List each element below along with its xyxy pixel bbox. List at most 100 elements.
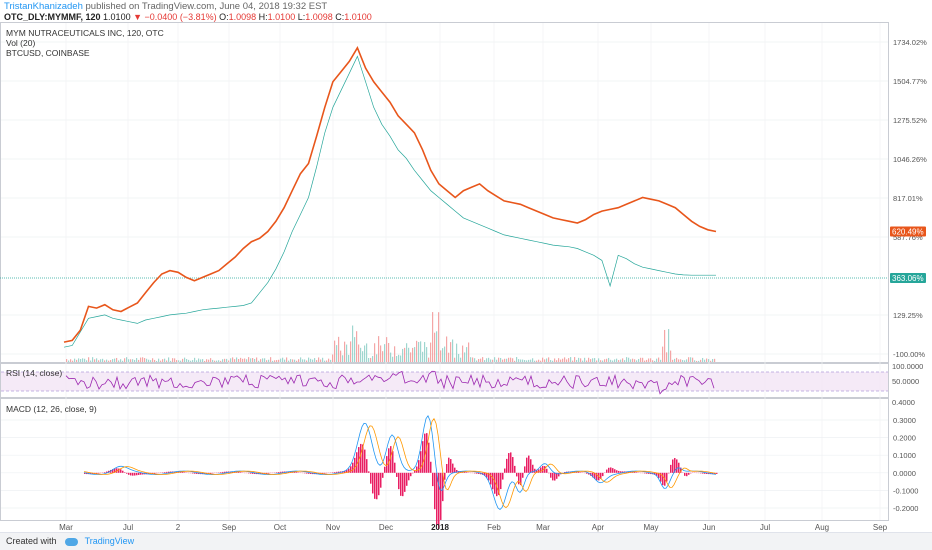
volume-bar xyxy=(504,358,506,362)
macd-hist-bar xyxy=(278,471,280,473)
macd-hist-bar xyxy=(130,472,132,476)
chart-area[interactable]: MYM NUTRACEUTICALS INC, 120, OTC Vol (20… xyxy=(0,22,932,537)
volume-bar xyxy=(352,325,354,362)
volume-bar xyxy=(470,357,472,362)
volume-bar xyxy=(686,359,688,362)
macd-hist-bar xyxy=(552,472,554,481)
open-label: O: xyxy=(219,12,229,22)
volume-bar xyxy=(246,359,248,362)
volume-bar xyxy=(222,359,224,362)
volume-bar xyxy=(512,358,514,362)
macd-hist-bar xyxy=(618,470,620,473)
volume-bar xyxy=(384,344,386,362)
volume-bar xyxy=(296,360,298,362)
volume-bar xyxy=(676,357,678,362)
volume-bar xyxy=(612,360,614,362)
main-tick-label: 587.76% xyxy=(893,233,923,242)
macd-hist-bar xyxy=(116,468,118,473)
volume-bar xyxy=(562,358,564,362)
volume-bar xyxy=(116,357,118,362)
volume-bar xyxy=(594,358,596,362)
macd-hist-bar xyxy=(670,464,672,473)
macd-hist-bar xyxy=(142,472,144,475)
volume-bar xyxy=(158,358,160,362)
macd-hist-bar xyxy=(576,471,578,473)
volume-bar xyxy=(582,360,584,362)
macd-hist-bar xyxy=(260,472,262,475)
volume-bar xyxy=(708,359,710,362)
volume-bar xyxy=(270,357,272,362)
volume-bar xyxy=(652,360,654,362)
macd-hist-bar xyxy=(346,470,348,473)
volume-bar xyxy=(428,357,430,362)
main-tick-label: 129.25% xyxy=(893,311,923,320)
macd-hist-bar xyxy=(478,472,480,474)
macd-hist-bar xyxy=(648,472,650,474)
down-arrow-icon: ▼ xyxy=(133,12,143,22)
volume-bar xyxy=(614,359,616,362)
volume-bar xyxy=(702,357,704,362)
volume-bar xyxy=(142,357,144,362)
mym-badge: 363.06% xyxy=(890,273,926,283)
volume-bar xyxy=(632,358,634,362)
legend-vol[interactable]: Vol (20) xyxy=(6,38,35,48)
volume-bar xyxy=(592,358,594,362)
price-chart[interactable]: MYM NUTRACEUTICALS INC, 120, OTC Vol (20… xyxy=(0,22,932,532)
volume-bar xyxy=(136,358,138,362)
legend-main[interactable]: MYM NUTRACEUTICALS INC, 120, OTC xyxy=(6,28,164,38)
rsi-label[interactable]: RSI (14, close) xyxy=(6,368,62,378)
volume-bar xyxy=(606,358,608,362)
published-text: published on TradingView.com, June 04, 2… xyxy=(85,1,328,12)
macd-hist-bar xyxy=(654,472,656,475)
macd-hist-bar xyxy=(118,468,120,473)
volume-bar xyxy=(630,359,632,362)
volume-bar xyxy=(364,345,366,362)
macd-hist-bar xyxy=(536,470,538,473)
volume-bar xyxy=(420,341,422,362)
volume-bar xyxy=(304,359,306,362)
volume-bar xyxy=(430,342,432,362)
volume-bar xyxy=(586,360,588,362)
volume-bar xyxy=(110,360,112,362)
volume-bar xyxy=(130,359,132,362)
macd-hist-bar xyxy=(282,471,284,473)
macd-hist-bar xyxy=(674,458,676,473)
macd-tick-label: 0.3000 xyxy=(893,416,916,425)
volume-bar xyxy=(148,359,150,362)
macd-label[interactable]: MACD (12, 26, close, 9) xyxy=(6,404,97,414)
macd-hist-bar xyxy=(402,472,404,497)
macd-hist-bar xyxy=(628,471,630,473)
volume-bar xyxy=(264,358,266,362)
volume-bar xyxy=(256,357,258,362)
macd-hist-bar xyxy=(182,472,184,473)
volume-bar xyxy=(362,351,364,362)
macd-hist-bar xyxy=(554,472,556,481)
volume-bar xyxy=(570,357,572,362)
volume-bar xyxy=(348,354,350,362)
volume-bar xyxy=(468,342,470,362)
macd-hist-bar xyxy=(376,472,378,500)
volume-bar xyxy=(228,360,230,362)
macd-hist-bar xyxy=(398,472,400,490)
volume-bar xyxy=(410,352,412,362)
tradingview-logo-icon xyxy=(65,537,79,546)
macd-hist-bar xyxy=(512,457,514,473)
volume-bar xyxy=(646,359,648,362)
author-link[interactable]: TristanKhanizadeh xyxy=(4,1,83,12)
volume-bar xyxy=(694,360,696,362)
macd-hist-bar xyxy=(276,472,278,473)
tradingview-brand[interactable]: TradingView xyxy=(84,536,135,546)
volume-bar xyxy=(312,359,314,362)
macd-hist-bar xyxy=(222,471,224,473)
time-tick-label: Mar xyxy=(59,523,73,532)
macd-hist-bar xyxy=(288,471,290,473)
volume-bar xyxy=(260,359,262,362)
volume-bar xyxy=(242,358,244,362)
volume-bar xyxy=(654,360,656,362)
macd-hist-bar xyxy=(656,472,658,476)
macd-hist-bar xyxy=(546,468,548,473)
legend-compare[interactable]: BTCUSD, COINBASE xyxy=(6,48,90,58)
macd-hist-bar xyxy=(602,472,604,477)
macd-hist-bar xyxy=(126,472,128,474)
symbol-label[interactable]: OTC_DLY:MYMMF, 120 xyxy=(4,12,101,22)
